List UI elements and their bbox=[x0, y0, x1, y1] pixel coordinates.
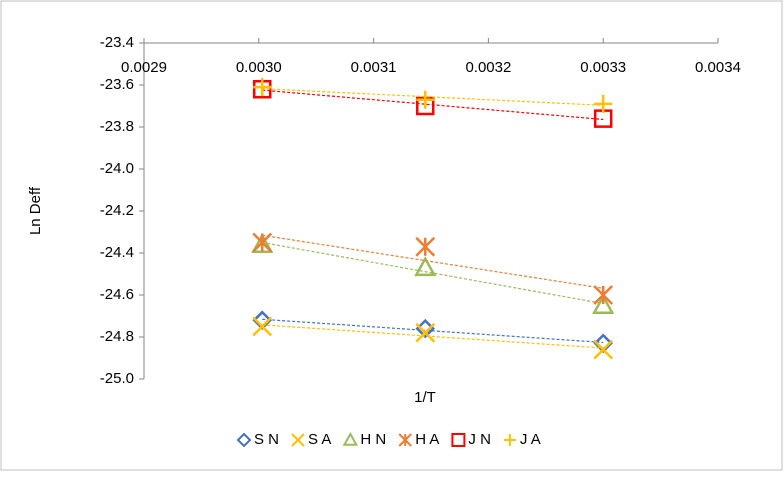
point bbox=[593, 339, 614, 360]
legend-label: H N bbox=[360, 431, 386, 448]
y-tick-label: -24.8 bbox=[100, 328, 134, 345]
x-axis-label: 1/T bbox=[414, 389, 436, 406]
legend-item: H N bbox=[342, 431, 386, 448]
marker bbox=[451, 433, 466, 447]
point bbox=[593, 285, 614, 305]
point bbox=[416, 96, 435, 116]
trendline bbox=[262, 241, 604, 305]
y-tick-label: -24.4 bbox=[100, 244, 134, 261]
point bbox=[252, 232, 273, 253]
x-tick-label: 0.0031 bbox=[351, 59, 397, 76]
point bbox=[415, 322, 436, 343]
point bbox=[415, 236, 436, 257]
x-tick-label: 0.0034 bbox=[695, 59, 741, 76]
trendline bbox=[262, 324, 604, 349]
legend-item: J N bbox=[451, 431, 491, 448]
point bbox=[416, 90, 435, 109]
point bbox=[251, 233, 274, 254]
legend-item: H A bbox=[398, 431, 439, 448]
legend-item: J A bbox=[503, 431, 541, 448]
legend-label: J A bbox=[520, 431, 541, 448]
marker bbox=[236, 432, 252, 448]
legend-label: S A bbox=[308, 431, 331, 448]
y-axis-label: Ln Deff bbox=[27, 186, 44, 235]
trendline bbox=[262, 234, 604, 289]
legend-item: S N bbox=[236, 431, 279, 448]
y-tick-label: -23.8 bbox=[100, 118, 134, 135]
y-tick-label: -24.6 bbox=[100, 286, 134, 303]
x-tick-label: 0.0032 bbox=[465, 59, 511, 76]
y-tick-label: -24.0 bbox=[100, 160, 134, 177]
point bbox=[252, 316, 273, 337]
point bbox=[252, 79, 272, 99]
marker bbox=[342, 431, 359, 446]
marker bbox=[398, 433, 412, 447]
y-tick-label: -25.0 bbox=[100, 370, 134, 387]
point bbox=[594, 94, 613, 113]
point bbox=[592, 293, 615, 314]
marker bbox=[503, 434, 516, 446]
legend-label: H A bbox=[415, 431, 439, 448]
point bbox=[414, 256, 437, 277]
marker bbox=[291, 433, 305, 447]
x-tick-label: 0.0029 bbox=[121, 59, 167, 76]
y-tick-label: -23.6 bbox=[100, 76, 134, 93]
y-tick-label: -24.2 bbox=[100, 202, 134, 219]
x-tick-label: 0.0030 bbox=[236, 59, 282, 76]
legend-item: S A bbox=[291, 431, 331, 448]
y-tick-label: -23.4 bbox=[100, 34, 134, 51]
legend-label: J N bbox=[468, 431, 491, 448]
x-tick-label: 0.0033 bbox=[580, 59, 626, 76]
legend-label: S N bbox=[254, 431, 279, 448]
trendline bbox=[262, 88, 604, 106]
point bbox=[593, 109, 613, 128]
point bbox=[253, 78, 272, 97]
